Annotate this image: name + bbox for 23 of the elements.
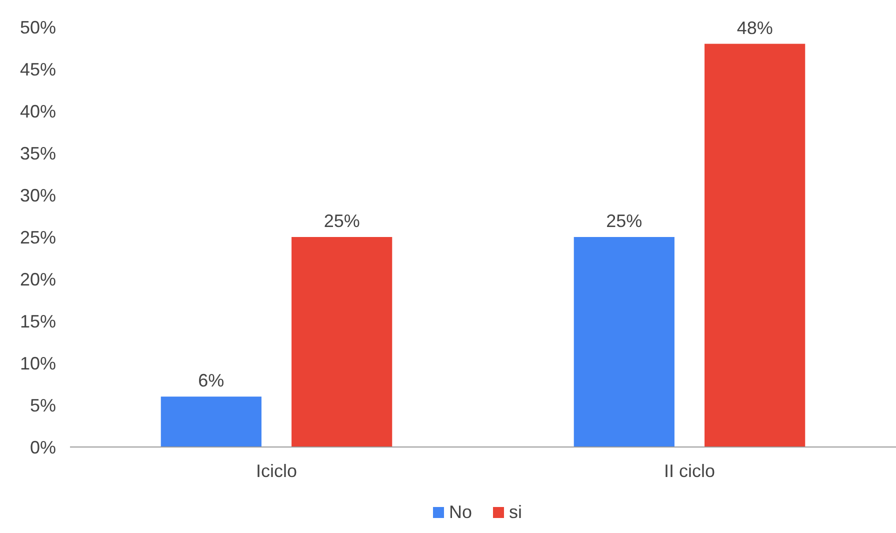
data-label: 25%	[324, 211, 360, 231]
x-tick-label: II ciclo	[664, 461, 716, 481]
legend-label: No	[449, 502, 472, 522]
y-tick-label: 45%	[20, 59, 56, 80]
y-tick-label: 30%	[20, 185, 56, 206]
y-tick-label: 15%	[20, 311, 56, 332]
x-tick-label: Iciclo	[256, 461, 298, 481]
y-tick-label: 10%	[20, 353, 56, 374]
data-label: 6%	[198, 370, 224, 391]
y-tick-label: 35%	[20, 143, 56, 164]
bar	[704, 44, 806, 447]
y-tick-label: 20%	[20, 269, 56, 290]
data-label: 25%	[606, 211, 642, 231]
y-tick-label: 0%	[30, 437, 56, 458]
y-tick-label: 25%	[20, 227, 56, 248]
legend-label: si	[509, 502, 522, 522]
y-tick-label: 40%	[20, 101, 56, 122]
y-tick-label: 5%	[30, 395, 56, 416]
bar	[160, 396, 262, 447]
data-label: 48%	[736, 18, 773, 38]
y-tick-label: 50%	[20, 17, 56, 38]
bar	[574, 237, 674, 447]
bar	[292, 237, 392, 447]
